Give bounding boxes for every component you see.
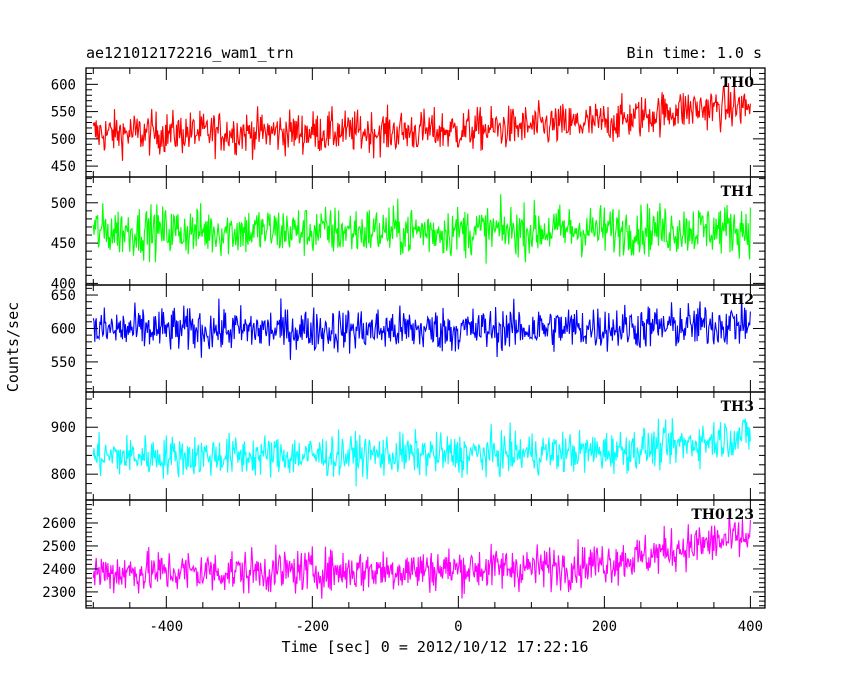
series-th0 xyxy=(92,83,751,161)
y-tick-label: 450 xyxy=(51,236,76,252)
y-axis-label: Counts/sec xyxy=(4,301,22,393)
series-th3 xyxy=(92,417,751,487)
panel-frame xyxy=(85,499,766,609)
panel-th1: 400 450 500 TH1 xyxy=(51,176,766,292)
series-th0123 xyxy=(92,510,751,599)
y-tick-label: 2400 xyxy=(42,562,76,578)
panel-th2: 550 600 650 TH2 xyxy=(51,284,766,393)
bin-time-label: Bin time: 1.0 s xyxy=(626,44,762,62)
panel-label: TH0123 xyxy=(691,507,754,523)
panel-label: TH0 xyxy=(721,75,755,91)
chart-title: ae121012172216_wam1_trn xyxy=(86,44,294,62)
x-axis-label: Time [sec] 0 = 2012/10/12 17:22:16 xyxy=(281,638,589,656)
panel-frame xyxy=(85,67,766,178)
x-tick-label: 200 xyxy=(592,619,617,635)
series-th2 xyxy=(92,294,751,360)
y-tick-label: 500 xyxy=(51,132,76,148)
y-tick-label: 650 xyxy=(51,288,76,304)
panel-label: TH3 xyxy=(721,399,754,415)
y-tick-label: 2300 xyxy=(42,585,76,601)
y-tick-label: 2500 xyxy=(42,539,76,555)
y-tick-label: 450 xyxy=(51,159,76,175)
series-th1 xyxy=(92,194,751,264)
panel-label: TH1 xyxy=(721,184,754,200)
y-tick-label: 400 xyxy=(51,276,76,292)
y-tick-label: 900 xyxy=(51,420,76,436)
y-tick-label: 550 xyxy=(51,105,76,121)
x-tick-label: 400 xyxy=(738,619,763,635)
panel-th0123: 2300 2400 2500 2600 TH0123 -400 -200 0 200 400 xyxy=(42,499,766,635)
y-tick-label: 600 xyxy=(51,321,76,337)
panel-th0: 450 500 550 600 TH0 xyxy=(51,67,766,178)
panel-label: TH2 xyxy=(721,292,754,308)
y-tick-label: 800 xyxy=(51,467,76,483)
panel-th3: 800 900 TH3 xyxy=(51,391,766,501)
x-tick-label: 0 xyxy=(454,619,462,635)
y-tick-label: 550 xyxy=(51,355,76,371)
y-tick-label: 2600 xyxy=(42,516,76,532)
x-tick-label: -200 xyxy=(295,619,329,635)
y-tick-label: 500 xyxy=(51,196,76,212)
y-tick-label: 600 xyxy=(51,77,76,93)
x-tick-label: -400 xyxy=(149,619,183,635)
